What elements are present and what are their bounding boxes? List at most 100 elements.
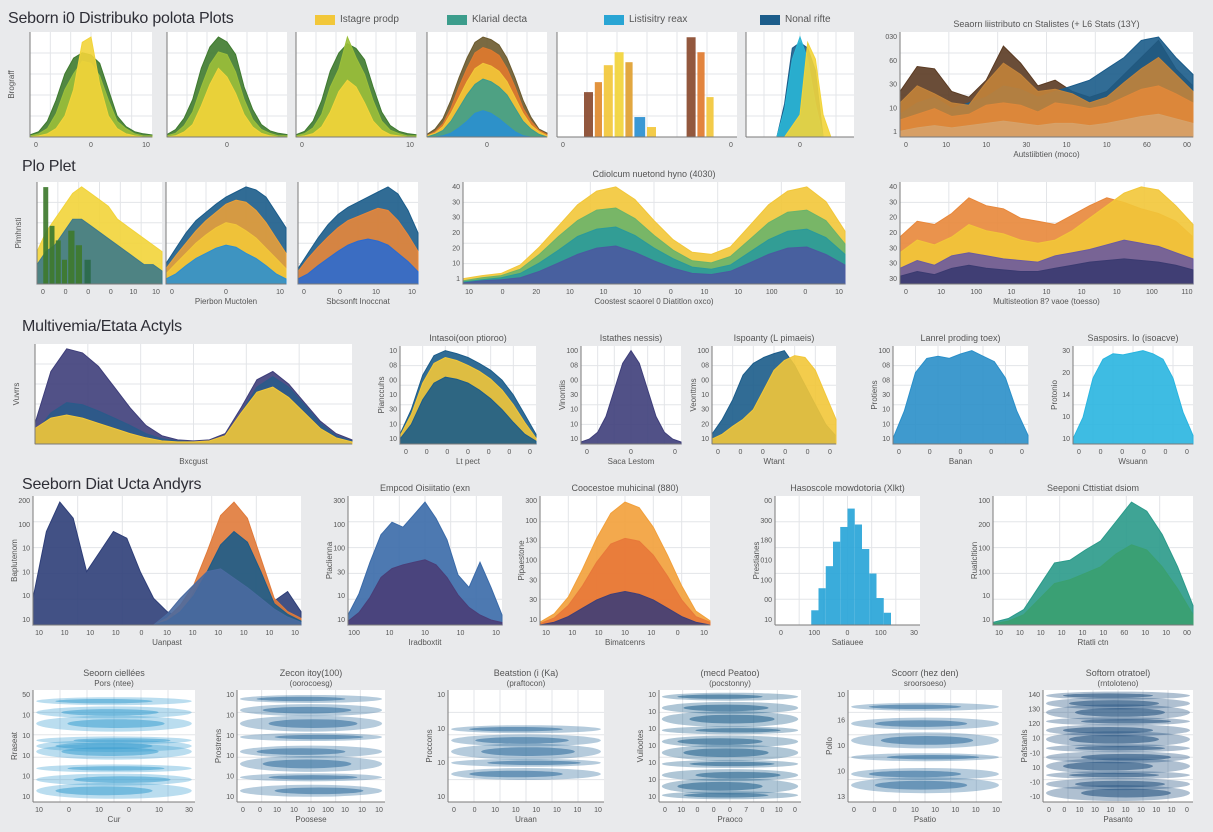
y-tick-label: 20	[701, 421, 709, 428]
y-tick-label: 10	[1062, 436, 1070, 443]
chart-panel: 0	[166, 32, 288, 149]
x-tick-label: 10	[600, 289, 608, 296]
density-band	[73, 776, 171, 783]
x-axis-label: Pierbon Muctolen	[195, 297, 257, 306]
x-tick-label: 10	[1122, 807, 1130, 814]
x-tick-label: 10	[1037, 630, 1045, 637]
x-tick-label: 10	[568, 630, 576, 637]
bar	[43, 187, 49, 284]
area-series	[580, 349, 682, 445]
chart-panel: 0 100 0 100 30 00 300 180 010 100 00 10 Hasoscole mo…	[752, 483, 920, 647]
density-band	[677, 738, 763, 745]
chart-panel: 0 0 10 10 10 10 10 10 10 0 140 130 120 10 -10 10 -10 -10 S…	[1020, 668, 1193, 824]
y-tick-label: 100	[978, 546, 990, 553]
x-tick-label: 0	[487, 449, 491, 456]
x-axis-label: Pasanto	[1103, 815, 1133, 824]
chart-panel: 0 0 10 10 10 100 10 10 10 10 10 10 10 10 10 Zecon itoy(…	[214, 668, 385, 824]
x-tick-label: 10	[1043, 289, 1051, 296]
legend-item: Istagre prodp	[315, 14, 399, 25]
density-band	[1081, 788, 1171, 798]
x-tick-label: 0	[1020, 449, 1024, 456]
chart-panel: 0 0 10 10 10 10 10 10 10 10 10 10 Beatstion (i (Ka)(…	[425, 668, 604, 824]
y-axis-label: Proccons	[425, 729, 434, 762]
chart-subtitle: (rntoloteno)	[1098, 679, 1139, 688]
y-axis-label: Vinontiis	[558, 380, 567, 410]
bar	[49, 225, 55, 284]
x-tick-label: 0	[728, 807, 732, 814]
chart-title: Intasoi(oon ptioroo)	[429, 333, 507, 343]
y-tick-label: 10	[437, 726, 445, 733]
bar	[614, 52, 624, 137]
x-tick-label: 10	[273, 807, 281, 814]
x-tick-label: 10	[35, 630, 43, 637]
area-series	[1072, 350, 1194, 445]
x-tick-label: 10	[142, 142, 150, 149]
y-tick-label: 10	[226, 712, 234, 719]
y-tick-label: 200	[978, 522, 990, 529]
x-tick-label: 0	[561, 142, 565, 149]
y-tick-label: 10	[570, 421, 578, 428]
x-tick-label: 10	[492, 630, 500, 637]
y-tick-label: 10	[570, 436, 578, 443]
bar	[62, 259, 67, 284]
x-tick-label: 10	[1106, 807, 1114, 814]
density-band	[677, 781, 763, 791]
x-tick-label: 10	[1113, 289, 1121, 296]
x-tick-label: 10	[35, 807, 43, 814]
density-band	[1081, 719, 1171, 724]
x-tick-label: 10	[276, 289, 284, 296]
y-tick-label: 30	[1062, 348, 1070, 355]
density-band	[487, 760, 581, 765]
legend-swatch	[315, 14, 335, 25]
x-tick-label: 0	[893, 807, 897, 814]
y-tick-label: 08	[701, 363, 709, 370]
y-tick-label: 10	[22, 617, 30, 624]
y-tick-label: 130	[525, 538, 537, 545]
chart-panel: 10 10 10 10 10 0 10300100130100303010Coocestoe…	[517, 483, 711, 647]
x-tick-label: 0	[300, 142, 304, 149]
x-tick-label: 0	[783, 449, 787, 456]
x-tick-label: 0	[798, 142, 802, 149]
y-tick-label: 30	[882, 392, 890, 399]
x-tick-label: 10	[532, 807, 540, 814]
y-tick-label: 00	[764, 498, 772, 505]
x-tick-label: 0	[1120, 449, 1124, 456]
y-tick-label: -10	[1030, 779, 1040, 786]
x-axis-label: Iradboxtit	[409, 638, 443, 647]
y-tick-label: 10	[22, 569, 30, 576]
x-tick-label: 10	[1141, 630, 1149, 637]
x-tick-label: 0	[828, 449, 832, 456]
x-tick-label: 10	[937, 289, 945, 296]
density-band	[886, 755, 980, 760]
area-series	[165, 244, 287, 285]
area-series	[347, 559, 503, 626]
x-tick-label: 10	[291, 630, 299, 637]
x-tick-label: 10	[995, 630, 1003, 637]
x-tick-label: 10	[701, 289, 709, 296]
y-tick-label: 100	[566, 348, 578, 355]
x-tick-label: 10	[574, 807, 582, 814]
y-tick-label: 030	[885, 34, 897, 41]
area-series	[711, 355, 837, 445]
bar	[584, 92, 593, 137]
x-tick-label: 0	[846, 630, 850, 637]
y-tick-label: 10	[982, 617, 990, 624]
chart-title: Istathes nessis)	[600, 333, 663, 343]
x-tick-label: 10	[647, 630, 655, 637]
legend-swatch	[604, 14, 624, 25]
y-tick-label: 1	[893, 129, 897, 136]
x-tick-label: 10	[1103, 142, 1111, 149]
y-tick-label: 300	[333, 498, 345, 505]
x-axis-label: Banan	[949, 457, 972, 466]
chart-panel: 0 0 10 Pierbon Muctolen	[165, 182, 287, 306]
y-axis-label: Brograff	[7, 70, 16, 99]
bar	[603, 65, 613, 137]
y-tick-label: 10	[1062, 414, 1070, 421]
x-tick-label: 10	[1137, 807, 1145, 814]
y-tick-label: 10	[452, 261, 460, 268]
x-tick-label: 10	[911, 807, 919, 814]
x-tick-label: 10	[931, 807, 939, 814]
y-tick-label: 10	[389, 392, 397, 399]
